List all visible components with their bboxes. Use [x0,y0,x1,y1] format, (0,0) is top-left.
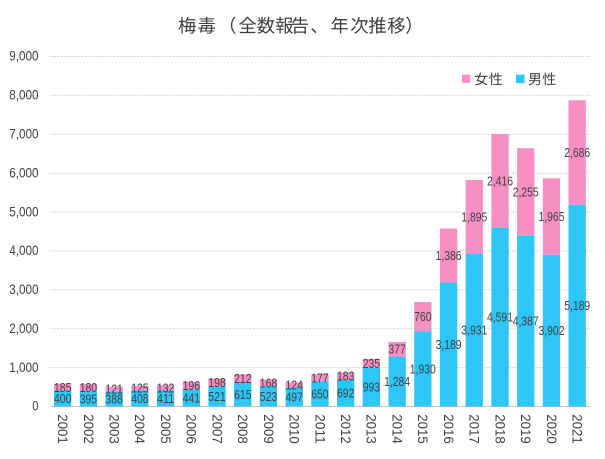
svg-text:2018: 2018 [492,414,507,444]
svg-text:1,895: 1,895 [461,209,487,224]
svg-text:4,387: 4,387 [513,314,539,329]
svg-text:2020: 2020 [544,414,559,444]
svg-text:2007: 2007 [209,414,224,444]
svg-text:411: 411 [157,391,174,406]
svg-text:212: 212 [234,371,251,386]
svg-text:2011: 2011 [312,414,327,444]
svg-text:760: 760 [414,309,431,324]
svg-text:400: 400 [54,391,71,406]
svg-text:1,284: 1,284 [384,374,410,389]
svg-text:183: 183 [337,369,354,384]
svg-text:168: 168 [260,375,277,390]
svg-text:2010: 2010 [287,414,302,444]
svg-text:3,189: 3,189 [436,337,462,352]
svg-text:132: 132 [157,380,174,395]
svg-text:2013: 2013 [364,414,379,444]
svg-text:2012: 2012 [338,414,353,444]
svg-text:8,000: 8,000 [9,88,38,103]
svg-text:3,902: 3,902 [539,323,565,338]
svg-text:5,000: 5,000 [9,204,38,219]
svg-text:4,000: 4,000 [9,243,38,258]
svg-text:2019: 2019 [518,414,533,444]
svg-text:180: 180 [80,380,97,395]
svg-text:198: 198 [208,375,225,390]
svg-text:6,000: 6,000 [9,165,38,180]
svg-text:2,686: 2,686 [564,145,590,160]
svg-text:2014: 2014 [390,414,405,444]
svg-text:692: 692 [337,386,354,401]
svg-text:650: 650 [311,386,328,401]
svg-text:2002: 2002 [81,414,96,444]
svg-text:2016: 2016 [441,414,456,444]
svg-text:2009: 2009 [261,414,276,444]
svg-text:2005: 2005 [158,414,173,444]
svg-text:3,000: 3,000 [9,282,38,297]
svg-text:7,000: 7,000 [9,127,38,142]
svg-text:2008: 2008 [235,414,250,444]
svg-text:408: 408 [131,391,148,406]
svg-text:2004: 2004 [132,414,147,444]
svg-text:521: 521 [208,389,225,404]
svg-text:4,591: 4,591 [487,310,513,325]
svg-text:9,000: 9,000 [9,49,38,64]
svg-text:993: 993 [363,380,380,395]
svg-text:2,416: 2,416 [487,174,513,189]
svg-text:1,965: 1,965 [539,209,565,224]
svg-text:388: 388 [105,392,122,407]
svg-text:1,930: 1,930 [410,362,436,377]
svg-text:5,189: 5,189 [564,298,590,313]
svg-text:2021: 2021 [570,414,585,444]
svg-text:615: 615 [234,387,251,402]
svg-text:2003: 2003 [107,414,122,444]
svg-text:2001: 2001 [55,414,70,444]
svg-text:121: 121 [105,382,122,397]
svg-text:3,931: 3,931 [461,323,487,338]
svg-text:185: 185 [54,380,71,395]
svg-text:2,000: 2,000 [9,321,38,336]
svg-text:2006: 2006 [184,414,199,444]
svg-text:124: 124 [286,377,303,392]
svg-text:125: 125 [131,381,148,396]
svg-text:0: 0 [32,399,38,414]
svg-text:497: 497 [286,389,303,404]
svg-text:441: 441 [183,390,200,405]
svg-text:177: 177 [311,370,328,385]
svg-text:395: 395 [80,391,97,406]
svg-text:377: 377 [388,342,405,357]
svg-text:2017: 2017 [467,414,482,444]
svg-text:2015: 2015 [415,414,430,444]
svg-text:196: 196 [183,378,200,393]
svg-text:523: 523 [260,389,277,404]
svg-text:1,000: 1,000 [9,360,38,375]
svg-text:2,255: 2,255 [513,185,539,200]
svg-text:1,386: 1,386 [436,248,462,263]
svg-text:235: 235 [363,356,380,371]
